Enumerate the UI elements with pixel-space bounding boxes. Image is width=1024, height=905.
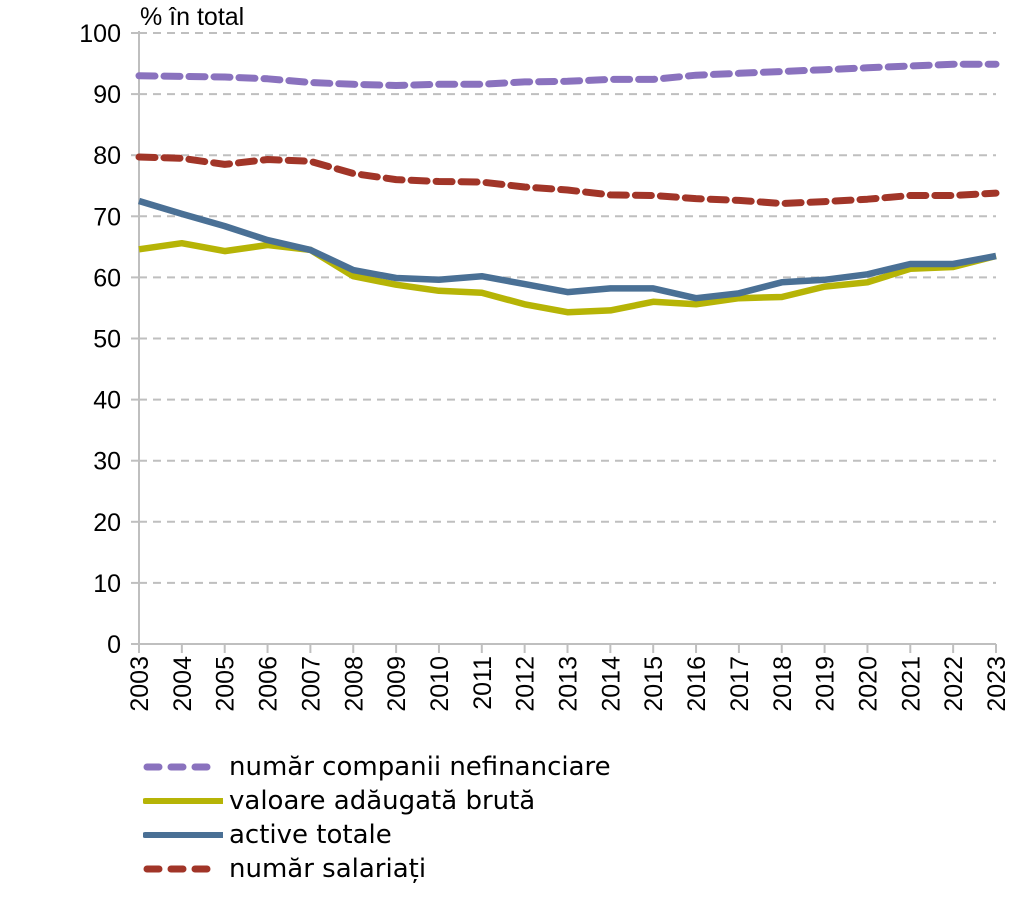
y-tick-label: 90 (93, 81, 121, 109)
gridlines (139, 32, 996, 584)
x-tick-label: 2021 (897, 656, 925, 712)
x-tick-label: 2023 (983, 656, 1011, 712)
x-tick-label: 2016 (683, 656, 711, 712)
y-tick-label: 40 (93, 387, 121, 415)
x-tick-label: 2012 (512, 656, 540, 712)
legend-item: valoare adăugată brută (143, 784, 611, 818)
legend-label: număr companii nefinanciare (229, 752, 611, 782)
y-tick-label: 70 (93, 203, 121, 231)
y-tick-label: 100 (79, 20, 121, 48)
legend: număr companii nefinanciare valoare adăug… (143, 750, 611, 886)
y-tick-label: 60 (93, 264, 121, 292)
x-tick-label: 2005 (212, 656, 240, 712)
y-tick-label: 30 (93, 448, 121, 476)
y-axis-title: % în total (140, 3, 244, 31)
legend-item: active totale (143, 818, 611, 852)
axes (131, 31, 997, 653)
x-tick-label: 2020 (854, 656, 882, 712)
x-tick-label: 2015 (640, 656, 668, 712)
legend-label: active totale (229, 820, 392, 850)
x-tick-label: 2022 (940, 656, 968, 712)
y-tick-label: 10 (93, 570, 121, 598)
x-tick-label: 2004 (169, 656, 197, 712)
series-line-4 (135, 153, 1000, 207)
legend-item: număr companii nefinanciare (143, 750, 611, 784)
x-tick-label: 2008 (340, 656, 368, 712)
x-tick-label: 2010 (426, 656, 454, 712)
legend-swatch (143, 865, 223, 873)
legend-swatch (143, 798, 223, 804)
x-tick-label: 2017 (726, 656, 754, 712)
series-line-1 (135, 60, 1000, 89)
x-tick-label: 2009 (383, 656, 411, 712)
x-tick-label: 2011 (469, 656, 497, 710)
axis-labels: 0 10 20 30 40 50 60 70 80 90 100 2003 2004 2005 2006 20… (79, 20, 1011, 712)
y-tick-label: 0 (107, 631, 121, 659)
x-tick-label: 2019 (812, 656, 840, 712)
legend-item: număr salariați (143, 852, 611, 886)
y-tick-label: 20 (93, 509, 121, 537)
legend-swatch (143, 763, 223, 771)
series-lines (135, 60, 1000, 316)
legend-label: număr salariați (229, 854, 427, 884)
y-tick-label: 80 (93, 142, 121, 170)
x-tick-label: 2018 (769, 656, 797, 712)
x-tick-label: 2014 (597, 656, 625, 712)
x-tick-label: 2007 (297, 656, 325, 712)
x-tick-label: 2006 (255, 656, 283, 712)
x-tick-label: 2003 (126, 656, 154, 712)
y-tick-label: 50 (93, 326, 121, 354)
legend-label: valoare adăugată brută (229, 786, 536, 816)
legend-swatch (143, 832, 223, 838)
x-tick-label: 2013 (555, 656, 583, 712)
